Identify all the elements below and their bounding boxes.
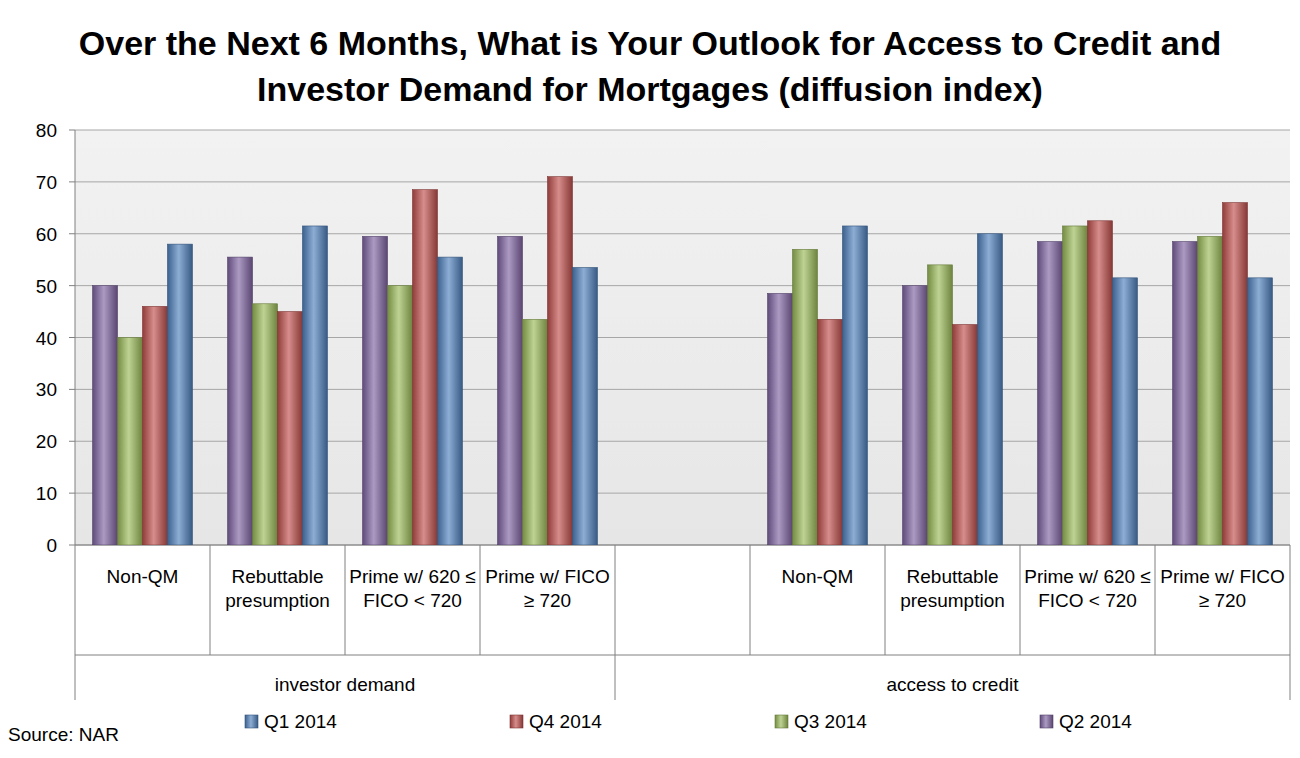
x-tick-label: Prime w/ 620 ≤FICO < 720 — [1024, 566, 1151, 611]
category-separator — [1155, 545, 1156, 655]
plot-area — [75, 130, 1290, 545]
bar — [1173, 242, 1198, 545]
legend-label: Q4 2014 — [529, 711, 602, 732]
y-tick-label: 60 — [36, 224, 57, 245]
bar — [302, 226, 327, 545]
bar — [413, 190, 438, 545]
x-tick-label: Prime w/ FICO≥ 720 — [485, 566, 610, 611]
y-tick — [69, 545, 75, 546]
chart: Over the Next 6 Months, What is Your Out… — [0, 0, 1300, 758]
source-note: Source: NAR — [8, 724, 119, 745]
bar — [793, 249, 818, 545]
bar — [1112, 278, 1137, 545]
bar — [572, 267, 597, 545]
y-tick-label: 30 — [36, 379, 57, 400]
y-tick — [69, 285, 75, 286]
category-group-label: access to credit — [887, 674, 1020, 695]
y-tick-label: 40 — [36, 328, 57, 349]
category-separator — [750, 545, 751, 655]
bar — [278, 312, 303, 545]
bar — [437, 257, 462, 545]
bar — [1198, 236, 1223, 545]
y-tick-label: 70 — [36, 172, 57, 193]
bar — [498, 236, 523, 545]
title: Over the Next 6 Months, What is Your Out… — [79, 24, 1221, 108]
bar — [953, 325, 978, 545]
legend-swatch — [1040, 715, 1053, 728]
grid-line — [75, 181, 1290, 182]
x-tick-label: Prime w/ 620 ≤FICO < 720 — [349, 566, 476, 611]
category-separator — [210, 545, 211, 655]
y-tick-label: 10 — [36, 483, 57, 504]
bar — [768, 293, 793, 545]
bar — [1063, 226, 1088, 545]
y-tick — [69, 493, 75, 494]
y-tick — [69, 233, 75, 234]
legend-swatch — [510, 715, 523, 728]
category-group-label: investor demand — [275, 674, 415, 695]
y-tick — [69, 181, 75, 182]
category-separator — [615, 545, 616, 700]
bar — [548, 177, 573, 545]
bar — [1088, 221, 1113, 545]
bar — [523, 319, 548, 545]
category-separator — [75, 545, 76, 700]
bar — [977, 234, 1002, 545]
y-tick-label: 20 — [36, 431, 57, 452]
category-separator — [1290, 545, 1291, 700]
bar — [1247, 278, 1272, 545]
bar — [1038, 242, 1063, 545]
x-tick-label: Prime w/ FICO≥ 720 — [1160, 566, 1285, 611]
legend-label: Q2 2014 — [1059, 711, 1132, 732]
legend-swatch — [775, 715, 788, 728]
bar — [253, 304, 278, 545]
category-separator — [480, 545, 481, 655]
category-row-line — [75, 655, 1290, 656]
legend-label: Q3 2014 — [794, 711, 867, 732]
y-tick-label: 50 — [36, 276, 57, 297]
y-axis — [75, 130, 76, 545]
y-tick — [69, 389, 75, 390]
bar — [118, 338, 143, 546]
x-tick-label: Rebuttablepresumption — [900, 566, 1005, 611]
x-tick-label: Rebuttablepresumption — [225, 566, 330, 611]
category-separator — [345, 545, 346, 655]
y-tick-label: 80 — [36, 120, 57, 141]
bar — [1223, 203, 1248, 545]
category-separator — [1020, 545, 1021, 655]
bar — [167, 244, 192, 545]
grid-line — [75, 130, 1290, 131]
bar — [818, 319, 843, 545]
bar — [363, 236, 388, 545]
x-tick-label: Non-QM — [107, 566, 179, 587]
y-tick — [69, 130, 75, 131]
legend-swatch — [245, 715, 258, 728]
y-tick-label: 0 — [46, 535, 57, 556]
bar — [228, 257, 253, 545]
bar — [143, 306, 168, 545]
bar — [93, 286, 118, 545]
y-tick — [69, 441, 75, 442]
bar — [842, 226, 867, 545]
bar — [388, 286, 413, 545]
bar — [928, 265, 953, 545]
x-tick-label: Non-QM — [782, 566, 854, 587]
category-separator — [885, 545, 886, 655]
y-tick — [69, 337, 75, 338]
legend-label: Q1 2014 — [264, 711, 337, 732]
bar — [903, 286, 928, 545]
bars — [93, 177, 1273, 545]
